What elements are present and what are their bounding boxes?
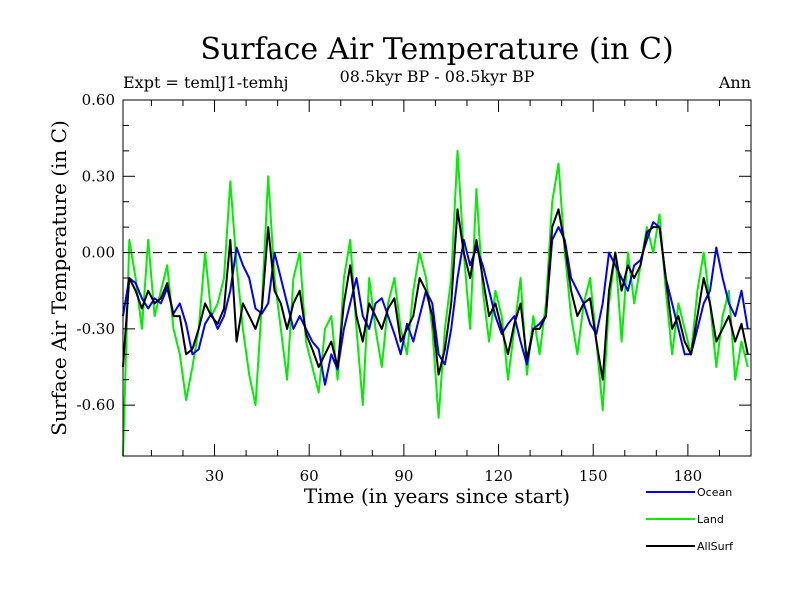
x-tick-label: 60 (300, 467, 319, 485)
x-tick-label: 90 (394, 467, 413, 485)
y-tick-label: -0.30 (77, 320, 115, 338)
experiment-label: Expt = temlJ1-temhj (123, 73, 288, 92)
x-tick-label: 150 (579, 467, 608, 485)
y-tick-label: 0.00 (82, 244, 115, 262)
y-axis-ticks: 0.60 0.30 0.00 -0.30 -0.60 (77, 91, 751, 457)
y-axis-label: Surface Air Temperature (in C) (47, 120, 71, 436)
legend-label-land: Land (697, 513, 724, 526)
y-tick-label: 0.30 (82, 167, 115, 185)
x-axis-label: Time (in years since start) (304, 484, 570, 508)
x-tick-label: 30 (205, 467, 224, 485)
legend-label-ocean: Ocean (697, 486, 732, 499)
x-axis-ticks: 30 60 90 120 150 180 (150, 100, 720, 485)
x-tick-label: 180 (674, 467, 703, 485)
season-label: Ann (718, 73, 751, 92)
period-label: 08.5kyr BP - 08.5kyr BP (340, 67, 535, 86)
y-tick-label: 0.60 (82, 91, 115, 109)
series-lines (122, 149, 749, 457)
legend: Ocean Land AllSurf (646, 486, 734, 553)
series-line-allsurf (122, 208, 749, 381)
legend-label-allsurf: AllSurf (697, 540, 734, 553)
y-tick-label: -0.60 (77, 396, 115, 414)
x-tick-label: 120 (484, 467, 513, 485)
chart-title: Surface Air Temperature (in C) (200, 32, 673, 67)
